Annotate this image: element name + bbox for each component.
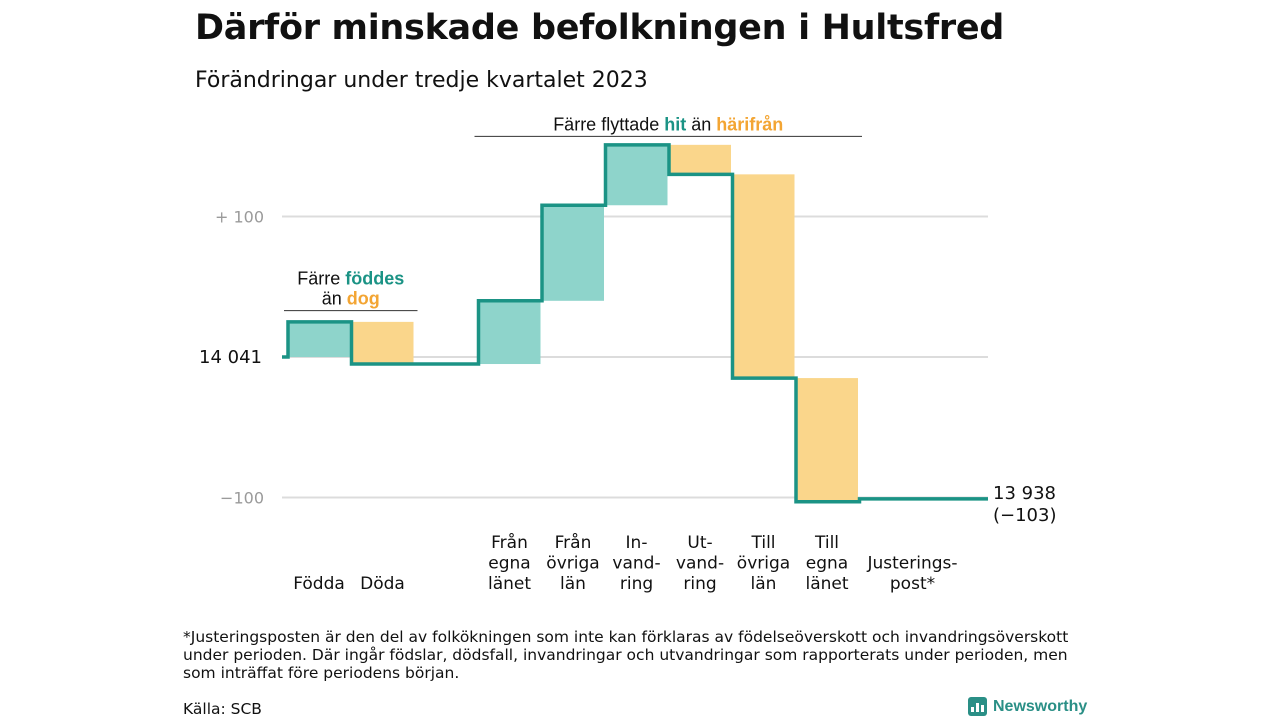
brand-logo[interactable]: Newsworthy [968, 697, 1087, 716]
chart-title: Därför minskade befolkningen i Hultsfred [195, 8, 1005, 48]
y-tick-label: + 100 [215, 208, 264, 227]
waterfall-bar [796, 378, 858, 502]
x-axis-label: Ut- [687, 533, 712, 553]
x-axis-label: län [560, 574, 586, 594]
x-axis-label: Från [491, 532, 528, 553]
x-axis-label: övriga [737, 554, 790, 574]
x-axis-label: Till [750, 533, 775, 553]
end-value-label: (−103) [993, 505, 1056, 526]
annotation-text: Färre föddes [297, 269, 404, 289]
x-axis-label: Till [814, 533, 839, 553]
annotation-text: Färre flyttade hit än härifrån [553, 114, 783, 134]
x-axis-label: län [751, 574, 777, 594]
waterfall-bar [605, 144, 668, 206]
waterfall-bar [542, 205, 604, 301]
x-axis-label: Justerings- [866, 554, 957, 574]
x-axis-label: Döda [360, 574, 405, 594]
brand-name: Newsworthy [993, 697, 1088, 715]
x-axis-label: ring [620, 574, 653, 594]
y-tick-label: 14 041 [199, 347, 262, 368]
waterfall-bar [669, 144, 731, 175]
waterfall-bar [732, 174, 795, 379]
x-axis-label: länet [488, 574, 531, 594]
x-axis-label: ring [683, 574, 716, 594]
chart-subtitle: Förändringar under tredje kvartalet 2023 [195, 68, 648, 93]
waterfall-bar [288, 321, 350, 357]
x-axis-label: egna [488, 554, 530, 574]
brand-chart-icon [968, 697, 987, 716]
y-tick-label: −100 [220, 489, 264, 508]
waterfall-bar [351, 321, 414, 365]
x-axis-label: In- [626, 533, 648, 553]
source-label: Källa: SCB [183, 700, 262, 718]
x-axis-label: vand- [612, 554, 660, 574]
annotation-text: än dog [322, 289, 380, 309]
x-axis-label: Födda [293, 574, 345, 594]
x-axis-label: Från [555, 532, 592, 553]
end-value-label: 13 938 [993, 483, 1056, 504]
x-axis-label: egna [806, 554, 848, 574]
balance-step-line [282, 143, 988, 504]
waterfall-bar [478, 300, 541, 365]
footnote: *Justeringsposten är den del av folkökni… [183, 628, 1069, 682]
x-axis-label: övriga [546, 554, 599, 574]
x-axis-label: vand- [676, 554, 724, 574]
x-axis-label: post* [890, 574, 935, 594]
x-axis-label: länet [805, 574, 848, 594]
